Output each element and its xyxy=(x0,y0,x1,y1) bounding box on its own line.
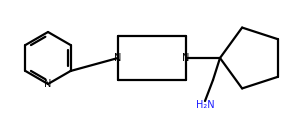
Text: N: N xyxy=(182,53,190,63)
Text: N: N xyxy=(44,79,52,89)
Text: H₂N: H₂N xyxy=(196,100,214,110)
Text: N: N xyxy=(114,53,122,63)
